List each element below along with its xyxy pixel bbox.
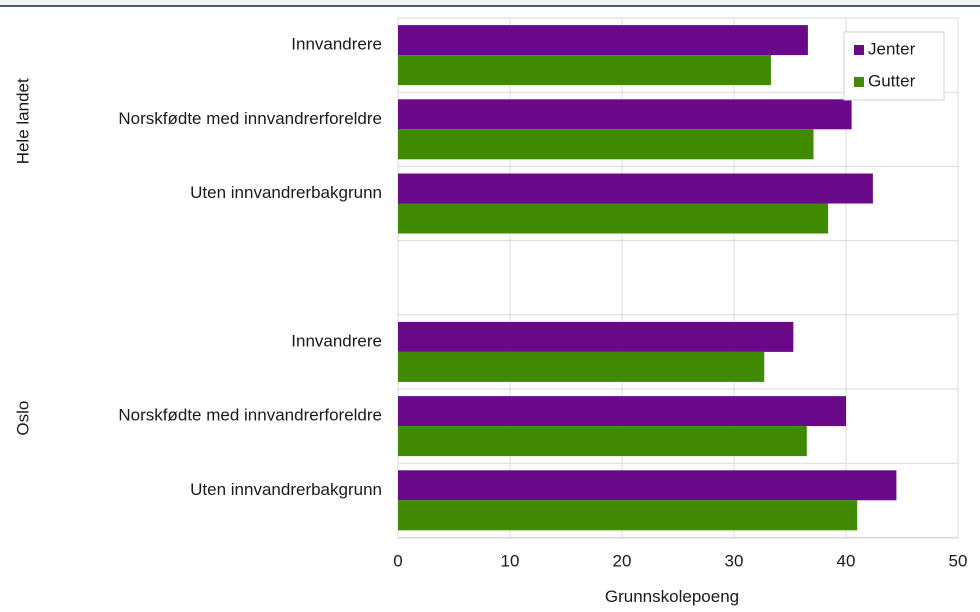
- bar-gutter: [398, 426, 807, 457]
- x-axis-title: Grunnskolepoeng: [605, 587, 739, 606]
- bars: [398, 25, 897, 531]
- bar-gutter: [398, 203, 829, 234]
- plot-border: [397, 17, 959, 539]
- bar-gutter: [398, 129, 814, 160]
- category-label: Norskfødte med innvandrerforeldre: [118, 109, 382, 128]
- bar-gutter: [398, 351, 765, 382]
- x-tick-label: 10: [501, 551, 520, 570]
- x-tick-labels: 0 10 20 30 40 50: [393, 551, 967, 570]
- bar-jenter: [398, 173, 873, 204]
- legend: Jenter Gutter: [843, 31, 945, 101]
- bar-jenter: [398, 396, 846, 427]
- category-label: Uten innvandrerbakgrunn: [190, 183, 382, 202]
- bar-jenter: [398, 321, 794, 352]
- legend-swatch-gutter: [854, 77, 864, 87]
- category-label: Innvandrere: [291, 35, 382, 54]
- legend-box: [843, 31, 945, 101]
- category-label: Innvandrere: [291, 331, 382, 350]
- category-labels: Innvandrere Norskfødte med innvandrerfore…: [118, 35, 382, 499]
- bar-gutter: [398, 500, 858, 531]
- legend-swatch-jenter: [854, 45, 864, 55]
- group-label: Oslo: [13, 401, 32, 436]
- x-tick-label: 50: [949, 551, 968, 570]
- group-label: Hele landet: [13, 78, 32, 164]
- category-label: Uten innvandrerbakgrunn: [190, 480, 382, 499]
- legend-label-jenter: Jenter: [868, 39, 916, 58]
- bar-jenter: [398, 25, 808, 56]
- x-tick-label: 40: [837, 551, 856, 570]
- bar-jenter: [398, 470, 897, 501]
- x-tick-label: 20: [613, 551, 632, 570]
- bar-jenter: [398, 99, 852, 130]
- bar-gutter: [398, 55, 771, 86]
- x-tick-label: 30: [725, 551, 744, 570]
- group-labels: Hele landet Oslo: [13, 78, 32, 436]
- header-strip: [0, 0, 980, 7]
- x-tick-label: 0: [393, 551, 402, 570]
- legend-label-gutter: Gutter: [868, 71, 916, 90]
- category-label: Norskfødte med innvandrerforeldre: [118, 406, 382, 425]
